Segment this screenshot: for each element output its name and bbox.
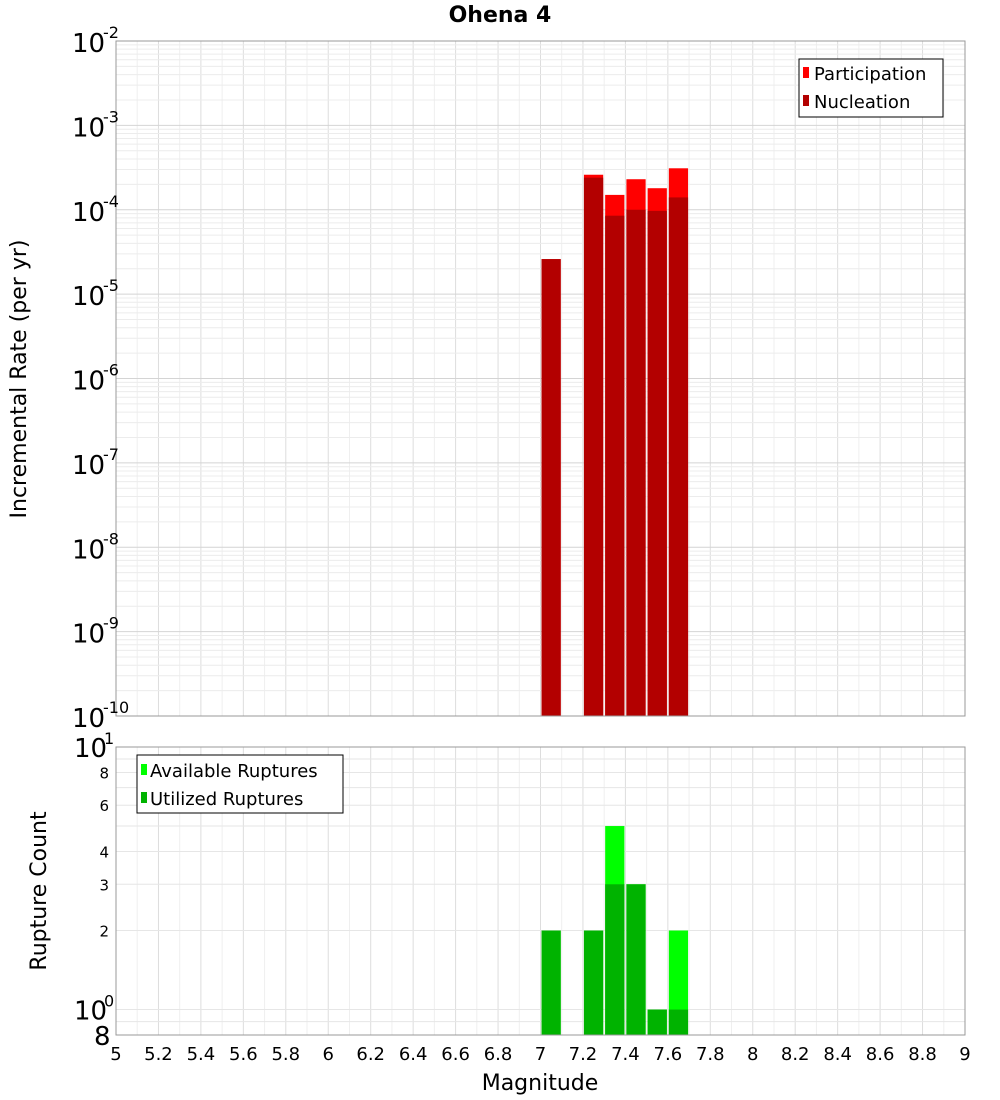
magnitude-x-tick-label: 7.4: [611, 1044, 640, 1065]
rate-y-tick-label-exponent: -8: [103, 529, 119, 548]
count-y-tick-label: 6: [99, 797, 109, 815]
rate-y-tick-label-exponent: -10: [103, 698, 129, 717]
count-y-tick-label-base: 10: [74, 734, 107, 764]
magnitude-x-tick-label: 7.6: [654, 1044, 683, 1065]
available-ruptures-bar: [668, 930, 689, 1035]
nucleation-bar: [583, 177, 604, 716]
magnitude-x-tick-label: 8: [747, 1044, 758, 1065]
utilized-legend-swatch: [141, 792, 147, 803]
rate-y-tick-label-exponent: -4: [103, 192, 119, 211]
magnitude-x-tick-label: 6.2: [356, 1044, 385, 1065]
utilized-ruptures-bar: [541, 930, 561, 1035]
magnitude-x-axis-label: Magnitude: [482, 1071, 599, 1096]
rate-legend-box: [798, 58, 944, 118]
utilized-legend-label: Utilized Ruptures: [150, 789, 303, 810]
count-legend: Available Ruptures Utilized Ruptures: [136, 754, 344, 814]
count-y-tick-label: 8: [99, 764, 109, 782]
count-y-tick-label: 8: [94, 1022, 111, 1052]
count-y-tick-label-base: 10: [74, 997, 107, 1027]
nucleation-legend-swatch: [803, 95, 809, 106]
count-y-tick-label-exponent: 0: [104, 992, 114, 1011]
rate-y-tick-label-base: 10: [72, 704, 105, 734]
rate-y-tick-label-base: 10: [72, 113, 105, 143]
rate-y-tick-label-exponent: -6: [103, 361, 119, 380]
rate-y-tick-label-exponent: -5: [103, 276, 119, 295]
nucleation-bar: [605, 215, 625, 717]
rate-y-tick-label-exponent: -7: [103, 445, 119, 464]
utilized-ruptures-bar: [583, 930, 604, 1035]
rate-y-tick-label-base: 10: [72, 29, 105, 59]
chart-title: Ohena 4: [449, 3, 552, 28]
rate-y-tick-label-base: 10: [72, 198, 105, 228]
rate-y-axis-label: Incremental Rate (per yr): [7, 240, 32, 519]
magnitude-x-tick-label: 8.8: [908, 1044, 937, 1065]
count-plot-border: [115, 746, 966, 1036]
rate-y-tick-label-base: 10: [72, 451, 105, 481]
nucleation-bar: [668, 197, 689, 717]
magnitude-x-tick-label: 7.2: [569, 1044, 598, 1065]
magnitude-x-tick-label: 9: [959, 1044, 970, 1065]
nucleation-legend-label: Nucleation: [814, 92, 910, 113]
magnitude-x-tick-label: 8.6: [866, 1044, 895, 1065]
nucleation-bar: [647, 210, 667, 716]
magnitude-x-tick-label: 6.4: [399, 1044, 428, 1065]
nucleation-bar: [626, 209, 646, 716]
count-bars: [541, 826, 689, 1035]
utilized-ruptures-bar: [605, 884, 625, 1035]
magnitude-x-tick-label: 5.8: [271, 1044, 300, 1065]
magnitude-x-tick-label: 7: [535, 1044, 546, 1065]
magnitude-x-tick-label: 5.6: [229, 1044, 258, 1065]
nucleation-bar: [541, 259, 561, 716]
utilized-ruptures-bar: [647, 1009, 667, 1035]
rate-y-tick-label-base: 10: [72, 535, 105, 565]
rate-y-tick-label-base: 10: [72, 282, 105, 312]
magnitude-x-tick-label: 6.6: [441, 1044, 470, 1065]
magnitude-x-tick-label: 6: [323, 1044, 334, 1065]
magnitude-x-tick-label: 5.2: [144, 1044, 173, 1065]
count-legend-box: [136, 754, 344, 814]
count-gridlines: [115, 747, 966, 1035]
utilized-ruptures-bar: [626, 884, 646, 1035]
magnitude-x-tick-label: 5: [110, 1044, 121, 1065]
rate-y-tick-label-base: 10: [72, 620, 105, 650]
rate-plot-border: [115, 40, 966, 717]
magnitude-x-tick-label: 8.2: [781, 1044, 810, 1065]
rate-y-tick-label-exponent: -3: [103, 107, 119, 126]
rate-y-tick-label-base: 10: [72, 367, 105, 397]
participation-legend-swatch: [803, 67, 809, 78]
rate-bars: [541, 168, 689, 717]
magnitude-x-ticks: 5 5.2 5.4 5.6 5.8 6 6.2 6.4 6.6 6.8 7 7.2 7.4 7.6 7.8 8…: [110, 1044, 970, 1065]
available-legend-swatch: [141, 764, 147, 775]
magnitude-x-tick-label: 8.4: [823, 1044, 852, 1065]
count-y-tick-label: 4: [99, 843, 109, 861]
count-y-tick-label: 3: [99, 876, 109, 894]
count-y-tick-label: 2: [99, 923, 109, 941]
magnitude-x-tick-label: 7.8: [696, 1044, 725, 1065]
count-y-axis-label: Rupture Count: [27, 811, 52, 971]
magnitude-x-tick-label: 6.8: [484, 1044, 513, 1065]
rate-gridlines: [115, 41, 966, 717]
rate-y-tick-label-exponent: -9: [103, 614, 119, 633]
count-y-tick-label-exponent: 1: [104, 729, 114, 748]
rate-y-tick-label-exponent: -2: [103, 23, 119, 42]
participation-legend-label: Participation: [814, 64, 926, 85]
magnitude-x-tick-label: 5.4: [187, 1044, 216, 1065]
rate-legend: Participation Nucleation: [798, 58, 944, 118]
utilized-ruptures-bar: [668, 1009, 689, 1035]
available-legend-label: Available Ruptures: [150, 761, 318, 782]
